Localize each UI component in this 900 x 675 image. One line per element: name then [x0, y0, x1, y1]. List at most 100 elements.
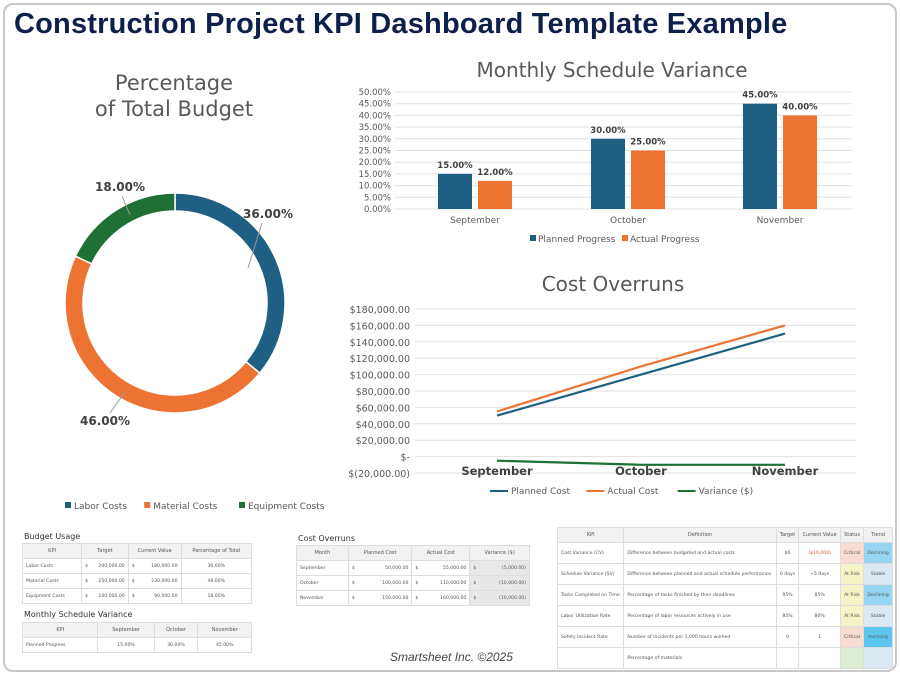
bar	[438, 173, 472, 209]
table-cell: 18.00%	[180, 588, 253, 604]
y-tick-label: $100,000.00	[350, 371, 410, 382]
column-header: KPI	[21, 543, 83, 559]
table-row: Percentage of materials	[556, 647, 893, 669]
dashboard-frame	[3, 3, 897, 672]
legend-swatch	[622, 235, 628, 241]
table-cell: Safety Incident Rate	[556, 626, 625, 648]
pie-title: Percentage	[115, 71, 233, 95]
table-cell	[556, 647, 625, 669]
legend-swatch	[239, 502, 245, 508]
table-cell: September	[296, 560, 349, 576]
column-header: KPI	[556, 527, 625, 543]
table-cell: Number of incidents per 1,000 hours work…	[623, 626, 777, 648]
cost-overruns-table: Month Planned Cost Actual Cost Variance ($)…	[296, 545, 530, 606]
x-tick-label: November	[757, 216, 804, 226]
table-cell: Planned Progress	[21, 637, 99, 653]
table-cell: Cost Variance (CV)	[556, 542, 625, 564]
cell-value: 100,000.00	[382, 580, 409, 586]
y-tick-label: $140,000.00	[350, 338, 410, 349]
table-cell: 45.00%	[197, 637, 252, 653]
table-row: Labor Utilization Rate Percentage of labo…	[556, 605, 893, 627]
table-row: Material Costs $250,000.00 $230,000.00 46.0…	[21, 573, 253, 589]
legend-label: Planned Cost	[511, 487, 570, 497]
currency-symbol: $	[351, 580, 355, 586]
table-cell: $250,000.00	[81, 573, 129, 589]
cell-value: (5,000.00)	[501, 565, 526, 571]
column-header: Current Value	[127, 543, 182, 559]
legend-label: Actual Progress	[630, 235, 700, 245]
y-tick-label: 30.00%	[359, 135, 391, 145]
table-cell: $0	[775, 542, 800, 564]
donut-data-label: 46.00%	[80, 414, 130, 428]
table-cell	[863, 647, 893, 669]
y-tick-label: 45.00%	[359, 100, 391, 110]
budget-usage-caption: Budget Usage	[24, 532, 81, 541]
table-row: Planned Progress 15.00% 30.00% 45.00%	[21, 637, 252, 653]
table-cell: November	[296, 590, 349, 606]
currency-symbol: $	[415, 580, 419, 586]
column-header: Status	[839, 527, 865, 543]
cell-value: 250,000.00	[98, 578, 125, 584]
column-header: Target	[775, 527, 800, 543]
y-tick-label: 20.00%	[359, 158, 391, 168]
currency-symbol: $	[131, 563, 135, 569]
currency-symbol: $	[351, 595, 355, 601]
table-cell	[775, 647, 800, 669]
bar-chart-title: Monthly Schedule Variance	[476, 58, 747, 82]
table-cell: $110,000.00	[411, 575, 471, 591]
bar	[783, 115, 817, 209]
bar-data-label: 40.00%	[782, 102, 818, 112]
y-tick-label: $20,000.00	[356, 436, 410, 447]
table-cell: 36.00%	[180, 558, 253, 574]
table-cell: Critical	[839, 626, 865, 648]
legend-label: Equipment Costs	[248, 502, 325, 512]
bar	[478, 180, 512, 209]
legend-label: Planned Progress	[538, 235, 616, 245]
column-header: Percentage of Total	[180, 543, 253, 559]
legend-swatch	[65, 502, 71, 508]
table-cell: Equipment Costs	[21, 588, 83, 604]
bar-data-label: 12.00%	[477, 168, 513, 178]
table-cell: $180,000.00	[127, 558, 182, 574]
cell-value: 180,000.00	[151, 563, 178, 569]
cell-value: 160,000.00	[440, 595, 467, 601]
cell-value: 200,000.00	[98, 563, 125, 569]
currency-symbol: $	[473, 565, 477, 571]
table-cell: $200,000.00	[81, 558, 129, 574]
table-cell: $ (10,000.00)	[469, 575, 530, 591]
column-header: Planned Cost	[347, 545, 413, 561]
bar	[591, 138, 625, 209]
y-tick-label: $40,000.00	[356, 420, 410, 431]
bar	[631, 150, 665, 209]
bar-data-label: 15.00%	[437, 161, 473, 171]
table-row: October $100,000.00 $110,000.00 $ (10,000.00…	[296, 575, 530, 591]
column-header: Actual Cost	[411, 545, 471, 561]
column-header: November	[197, 622, 252, 638]
y-tick-label: 35.00%	[359, 123, 391, 133]
table-cell: Difference between planned and actual sc…	[623, 563, 777, 585]
table-row: Schedule Variance (SV) Difference between…	[556, 563, 893, 585]
table-header-row: KPI Definition Target Current Value Status Tr…	[556, 527, 893, 543]
column-header: October	[153, 622, 199, 638]
table-cell: 1	[798, 626, 841, 648]
cell-value: 110,000.00	[440, 580, 467, 586]
y-tick-label: 50.00%	[359, 88, 391, 98]
table-cell: $100,000.00	[81, 588, 129, 604]
leader-line	[109, 391, 126, 414]
column-header: Target	[81, 543, 129, 559]
schedule-variance-table: KPI September October November Planned Progr…	[21, 622, 252, 653]
line-series-0	[496, 332, 786, 417]
bar-data-label: 25.00%	[630, 138, 666, 148]
table-cell: ($10,000)	[798, 542, 841, 564]
column-header: September	[97, 622, 155, 638]
legend-label: Actual Cost	[607, 487, 659, 497]
line-series-2	[496, 459, 785, 466]
table-cell: 15.00%	[97, 637, 155, 653]
currency-symbol: $	[131, 578, 135, 584]
table-cell: 0 days	[775, 563, 800, 585]
table-cell: Declining	[863, 584, 893, 606]
y-tick-label: 25.00%	[359, 147, 391, 157]
table-cell: 0	[775, 626, 800, 648]
currency-symbol: $	[415, 595, 419, 601]
donut-slice-material-costs	[64, 255, 261, 414]
